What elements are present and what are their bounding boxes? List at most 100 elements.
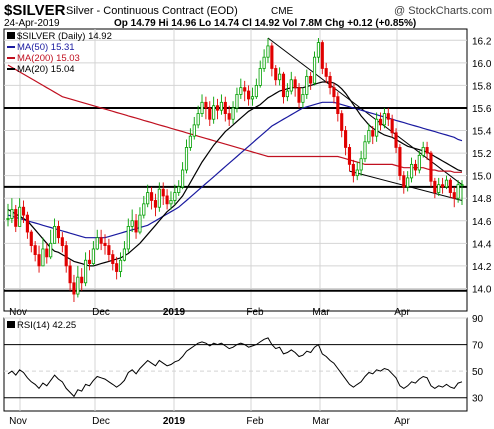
candle-body xyxy=(204,101,208,109)
candle-body xyxy=(165,195,169,205)
candle-body xyxy=(91,248,95,265)
candle-body xyxy=(103,242,107,246)
candle-body xyxy=(196,113,200,126)
candle-body xyxy=(208,107,212,120)
candle-body xyxy=(142,203,146,216)
legend-ma20: MA(20) 15.04 xyxy=(17,64,75,75)
candle-body xyxy=(413,163,417,171)
candle-body xyxy=(421,147,425,156)
candle-body xyxy=(425,147,429,154)
price-y-axis: 14.0 14.2 14.4 14.6 14.8 15.0 15.2 15.4 15.6 15.8… xyxy=(472,36,492,295)
rsi-panel-frame xyxy=(3,317,468,412)
candle-body xyxy=(394,132,398,148)
candle-body xyxy=(138,214,142,233)
candle-body xyxy=(192,124,196,137)
price-y-tick: 16.2 xyxy=(472,36,492,47)
candle-body xyxy=(99,237,103,244)
candle-body xyxy=(29,231,33,246)
legend-ma50: MA(50) 15.31 xyxy=(17,42,75,53)
candle-body xyxy=(235,94,239,109)
price-y-tick: 16.0 xyxy=(472,59,492,70)
date-label: 24-Apr-2019 xyxy=(4,18,60,29)
candle-body xyxy=(359,158,363,171)
legend-rsi-swatch xyxy=(7,321,15,328)
candle-body xyxy=(157,188,161,208)
candle-body xyxy=(332,87,336,98)
price-y-tick: 15.0 xyxy=(472,172,492,183)
candle-body xyxy=(254,85,258,98)
candle-body xyxy=(328,75,332,89)
candle-body xyxy=(355,169,359,177)
candle-body xyxy=(14,209,18,227)
stockcharts-watermark: @ StockCharts.com xyxy=(394,5,492,17)
rsi-y-tick: 70 xyxy=(472,341,484,352)
ma20-line xyxy=(7,81,463,267)
candle-body xyxy=(173,192,177,201)
candle-body xyxy=(239,87,243,95)
candle-body xyxy=(367,130,371,143)
candle-body xyxy=(452,192,456,199)
price-gridlines xyxy=(4,29,467,311)
candle-body xyxy=(188,135,192,148)
candle-body xyxy=(297,87,301,103)
candle-body xyxy=(344,130,348,148)
candle-body xyxy=(76,276,80,295)
candle-body xyxy=(289,79,293,92)
x-month-label: Mar xyxy=(312,307,330,318)
rsi-y-tick: 90 xyxy=(472,314,484,325)
candle-body xyxy=(64,245,68,267)
candle-body xyxy=(336,96,340,115)
ohlc-summary: Op 14.79 Hi 14.96 Lo 14.74 Cl 14.92 Vol … xyxy=(114,18,416,29)
candle-body xyxy=(441,184,445,188)
chart-description: Silver - Continuous Contract (EOD) xyxy=(66,5,238,17)
candle-body xyxy=(134,220,138,233)
candle-body xyxy=(130,220,134,227)
candle-body xyxy=(270,45,274,69)
candle-body xyxy=(406,177,410,188)
candle-body xyxy=(219,101,223,111)
candle-body xyxy=(169,200,173,205)
candle-body xyxy=(161,188,165,197)
candle-body xyxy=(49,242,53,258)
price-y-tick: 15.2 xyxy=(472,149,492,160)
candle-body xyxy=(398,147,402,177)
x-axis-labels-middle: Nov Dec 2019 Feb Mar Apr xyxy=(9,307,410,318)
candle-body xyxy=(409,163,414,179)
rsi-y-tick: 30 xyxy=(472,394,484,405)
candle-body xyxy=(309,75,313,84)
candle-body xyxy=(41,248,45,267)
candle-body xyxy=(115,263,119,272)
candle-body xyxy=(262,56,266,69)
ma50-line xyxy=(7,101,463,239)
candle-body xyxy=(231,107,235,120)
x-month-label: Dec xyxy=(92,416,110,427)
candle-body xyxy=(146,192,150,205)
rsi-y-axis: 30 50 70 90 xyxy=(472,314,484,405)
candle-body xyxy=(386,113,390,120)
candle-body xyxy=(25,214,29,233)
candle-body xyxy=(351,163,355,177)
moving-average-lines xyxy=(7,64,463,267)
candle-body xyxy=(429,152,433,182)
price-y-tick: 14.0 xyxy=(472,284,492,295)
candle-body xyxy=(375,118,379,137)
candle-body xyxy=(278,73,282,81)
x-month-label: Nov xyxy=(9,307,27,318)
candle-body xyxy=(371,130,375,137)
candle-body xyxy=(87,259,92,265)
x-month-label: Nov xyxy=(9,416,27,427)
rsi-gridlines xyxy=(4,317,467,411)
candle-body xyxy=(444,179,449,188)
x-month-label: Mar xyxy=(312,416,330,427)
candle-body xyxy=(68,265,72,284)
candle-body xyxy=(320,42,324,69)
legend-price-swatch xyxy=(7,32,15,39)
candle-body xyxy=(53,225,57,244)
legend-ma200: MA(200) 15.03 xyxy=(17,53,80,64)
candle-body xyxy=(382,113,386,126)
price-y-tick: 14.6 xyxy=(472,217,492,228)
candle-body xyxy=(305,75,309,95)
candle-body xyxy=(456,184,460,199)
candle-body xyxy=(184,147,189,171)
